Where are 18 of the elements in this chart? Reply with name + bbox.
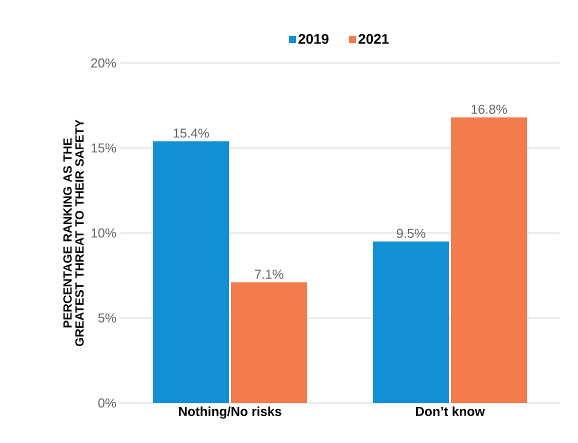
legend-label: 2019	[298, 34, 328, 44]
data-label: 7.1%	[254, 270, 284, 279]
y-tick-label: 15%	[92, 143, 116, 153]
y-tick-label: 10%	[92, 228, 116, 238]
bar	[451, 117, 527, 403]
data-label: 9.5%	[396, 228, 426, 238]
y-tick-label: 20%	[91, 58, 116, 68]
x-tick-label: Nothing/No risks	[179, 406, 282, 419]
y-tick-label: 5%	[98, 313, 116, 323]
bar	[153, 141, 230, 403]
data-label: 16.8%	[472, 104, 507, 114]
x-tick-label: Don’t know	[416, 406, 485, 416]
y-tick-label: 0%	[98, 398, 116, 408]
y-axis-title: PERCENTAGE RANKING AS THE GREATEST THREAT TO THEIR SAFETY	[63, 120, 84, 346]
bar	[230, 282, 307, 403]
data-label: 15.4%	[174, 128, 209, 138]
bar	[373, 241, 450, 403]
legend-label: 2021	[358, 34, 389, 44]
